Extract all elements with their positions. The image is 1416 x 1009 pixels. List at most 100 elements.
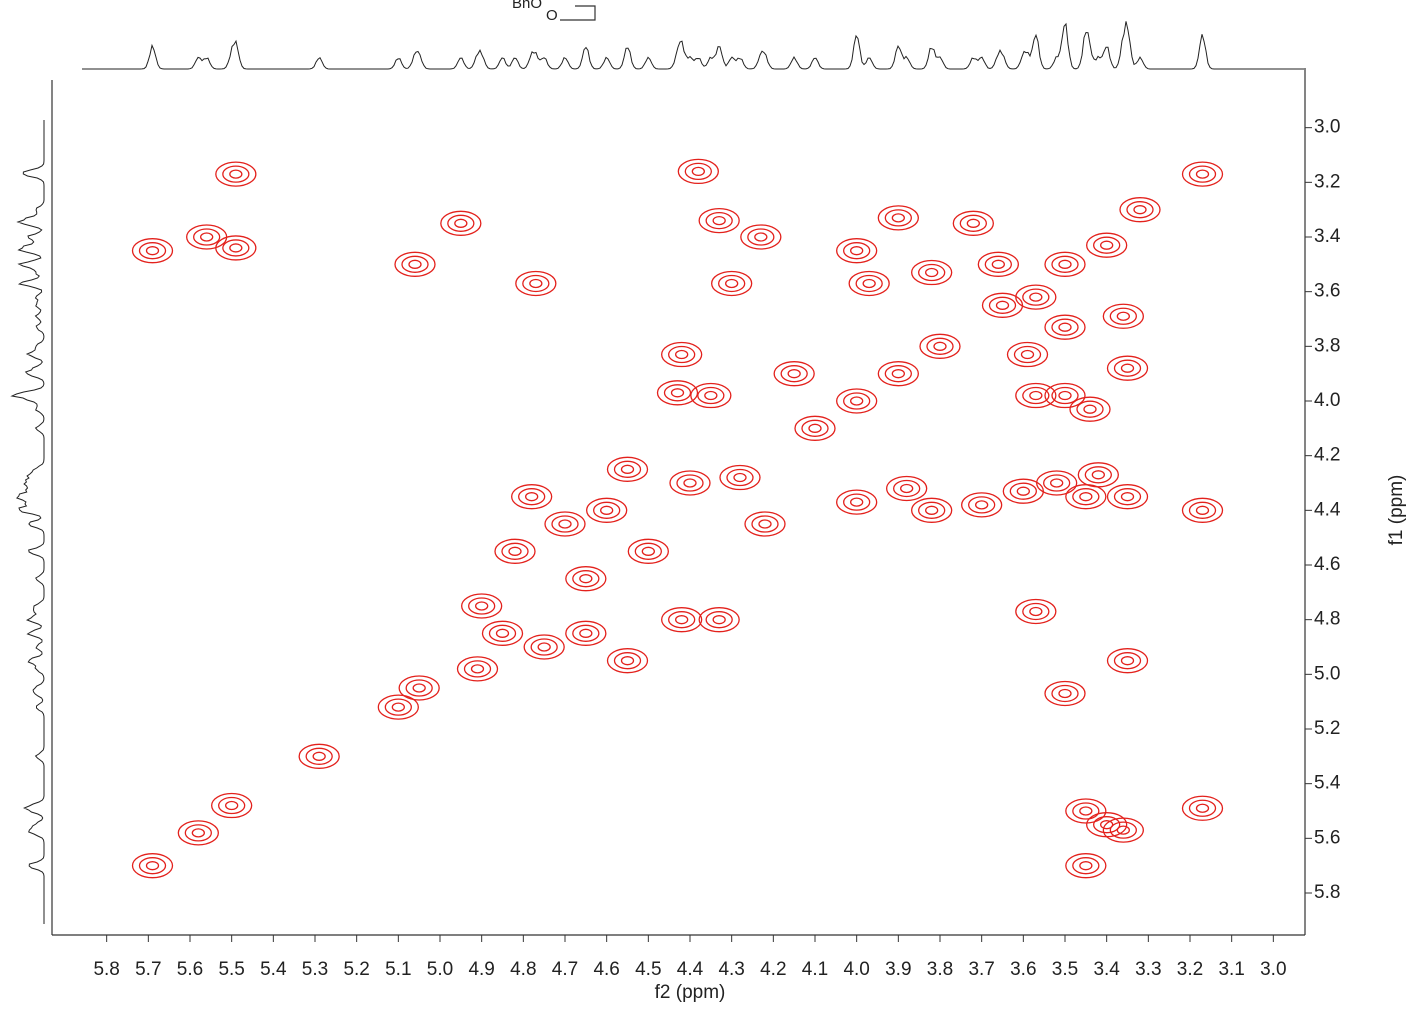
peak-contour <box>705 211 733 230</box>
peak-contour <box>1106 648 1149 674</box>
peak-contour <box>726 468 754 487</box>
x-tick-label: 3.4 <box>1093 959 1120 980</box>
peak-contour <box>593 501 621 519</box>
peak-contour <box>1083 404 1097 414</box>
y-tick-label: 4.8 <box>1314 609 1340 630</box>
peak-contour <box>968 496 996 514</box>
peak-contour <box>1058 390 1072 401</box>
x-tick-label: 3.1 <box>1218 959 1244 980</box>
y-tick-label: 3.2 <box>1314 171 1340 192</box>
peak-contour <box>712 215 726 226</box>
peak-contour <box>1102 303 1144 329</box>
peak-contour <box>412 683 426 693</box>
peak-contour <box>1188 799 1217 817</box>
y-tick-label: 3.4 <box>1314 226 1341 247</box>
x-tick-label: 3.9 <box>885 959 911 980</box>
peak-contour <box>1120 492 1135 502</box>
peak-contour <box>751 515 779 533</box>
peak-contour <box>600 505 614 515</box>
peak-contour <box>408 259 422 269</box>
peak-contour <box>684 162 712 181</box>
peak-contour <box>440 210 482 236</box>
peak-contour <box>1044 251 1086 277</box>
structure-label: O <box>546 7 558 24</box>
peak-contour <box>1072 488 1100 506</box>
peak-contour <box>718 274 746 293</box>
peak-contour <box>843 392 871 410</box>
peak-contour <box>1102 817 1144 843</box>
peak-contour <box>1188 165 1217 183</box>
peak-contour <box>925 505 939 515</box>
peak-contour <box>1181 795 1224 821</box>
peak-contour <box>893 479 921 498</box>
peak-contour <box>668 611 696 629</box>
peak-contour <box>1006 341 1049 368</box>
peak-contour <box>1093 236 1121 254</box>
x-tick-label: 3.2 <box>1177 959 1203 980</box>
peak-contour <box>836 238 878 264</box>
structure-label: BnO <box>512 0 542 12</box>
peak-contour <box>698 607 740 633</box>
peak-contour <box>918 263 946 282</box>
peak-contour <box>177 820 219 846</box>
peak-contour <box>551 515 579 533</box>
x-tick-label: 5.7 <box>135 959 161 980</box>
peak-contour <box>200 232 214 242</box>
x-tick-label: 5.8 <box>93 959 119 980</box>
peak-contour <box>1093 816 1121 834</box>
peak-contour <box>1058 688 1072 699</box>
peak-contour <box>1051 684 1079 703</box>
peak-contour <box>697 386 725 405</box>
peak-contour <box>884 209 912 227</box>
peak-contour <box>1181 497 1224 523</box>
x-tick-label: 3.5 <box>1052 959 1078 980</box>
peak-contour <box>926 337 954 355</box>
peak-contour <box>855 274 883 293</box>
peak-contour <box>925 267 939 278</box>
peak-contour <box>933 341 947 351</box>
top-projection <box>82 21 1304 70</box>
peak-contour <box>1029 292 1043 302</box>
peak-contour <box>1181 161 1224 187</box>
peak-contour <box>456 656 499 682</box>
peak-contour <box>1072 857 1100 875</box>
y-tick-label: 4.2 <box>1314 445 1340 466</box>
peak-contour <box>579 628 593 638</box>
peak-contour <box>522 274 550 293</box>
peak-contour <box>952 210 994 236</box>
peak-contour <box>572 570 600 588</box>
peak-contour <box>675 349 689 360</box>
peak-contour <box>884 365 912 383</box>
peak-contour <box>586 497 628 523</box>
peak-contour <box>1065 798 1107 824</box>
peak-contour <box>843 493 871 511</box>
peak-contour <box>229 169 243 179</box>
x-tick-label: 3.0 <box>1260 959 1286 980</box>
peak-contour <box>525 492 539 502</box>
peak-contour <box>1079 861 1093 871</box>
peak-contour <box>877 205 919 231</box>
peak-contour <box>222 239 250 257</box>
peak-contour <box>1100 820 1114 830</box>
x-tick-label: 5.2 <box>343 959 369 980</box>
peak-contour <box>193 228 221 246</box>
peak-contour <box>1044 680 1086 707</box>
peak-contour <box>191 828 205 838</box>
peak-contour <box>488 624 517 642</box>
peak-contour <box>1109 821 1137 839</box>
peak-contour <box>463 660 492 678</box>
x-tick-label: 4.5 <box>635 959 661 980</box>
y-tick-label: 4.6 <box>1314 554 1340 575</box>
peak-contour <box>712 615 726 625</box>
peak-contour <box>900 483 914 494</box>
peak-contour <box>1022 602 1050 621</box>
peak-contour <box>1120 656 1135 666</box>
peak-contour <box>1029 606 1043 617</box>
x-tick-label: 3.8 <box>927 959 953 980</box>
peak-contour <box>186 224 228 250</box>
peak-contour <box>579 574 593 584</box>
peak-contour <box>544 511 586 537</box>
peak-contour <box>1043 474 1071 492</box>
peak-contour <box>991 259 1005 269</box>
peak-contour <box>215 161 257 187</box>
